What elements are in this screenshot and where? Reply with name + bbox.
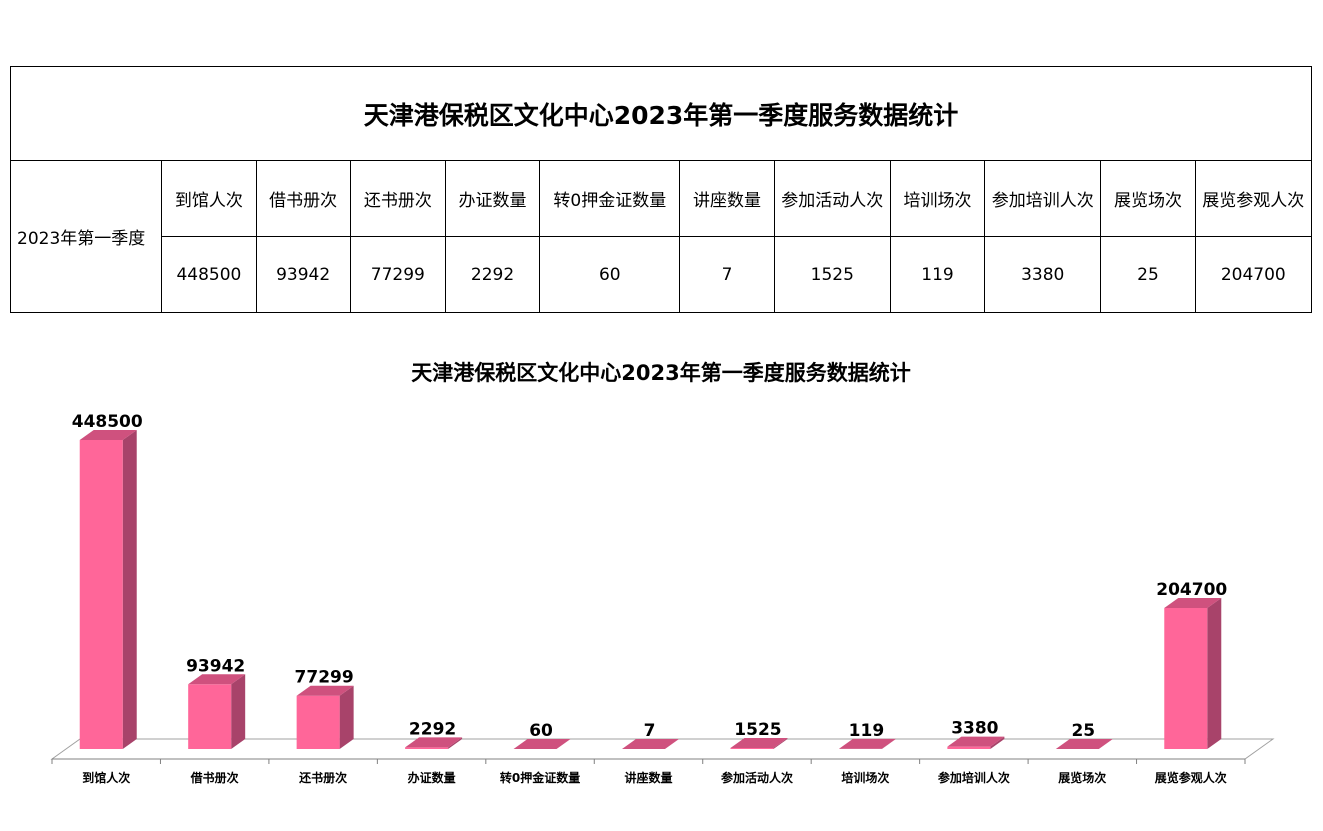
bar-side: [122, 430, 137, 749]
data-label: 2292: [409, 719, 456, 739]
header-cell: 培训场次: [889, 160, 986, 237]
bar-top: [405, 737, 463, 748]
header-cell: 转0押金证数量: [539, 160, 681, 237]
value-cell: 7: [679, 236, 775, 313]
value-cell: 448500: [161, 236, 257, 313]
bar: [730, 737, 788, 749]
bar: [1055, 738, 1113, 749]
header-cell: 参加培训人次: [984, 160, 1102, 237]
data-label: 77299: [295, 668, 354, 688]
category-label: 借书册次: [190, 770, 239, 785]
bar: [622, 738, 679, 749]
period-label: 2023年第一季度: [9, 160, 163, 313]
category-label: 参加培训人次: [938, 770, 1010, 785]
data-label: 1525: [734, 720, 781, 740]
bar: [947, 736, 1005, 749]
bar-top: [188, 674, 246, 685]
data-table: 天津港保税区文化中心2023年第一季度服务数据统计 2023年第一季度 到馆人次…: [9, 66, 1313, 313]
bar-top: [730, 737, 788, 748]
bar: [838, 738, 896, 749]
value-cell: 60: [539, 236, 681, 313]
category-label: 还书册次: [298, 770, 347, 785]
value-cell: 204700: [1194, 236, 1313, 313]
bar: [296, 685, 354, 749]
bar: [405, 737, 463, 749]
value-cell: 25: [1100, 236, 1196, 313]
bar-front: [947, 746, 991, 749]
bar-front: [405, 747, 449, 749]
data-label: 448500: [72, 412, 143, 432]
bar: [513, 738, 571, 749]
value-cell: 119: [889, 236, 986, 313]
category-label: 办证数量: [408, 770, 456, 785]
bar-side: [339, 685, 354, 749]
bar-top: [79, 430, 137, 440]
bar-front: [188, 684, 232, 749]
data-label: 60: [529, 721, 553, 741]
header-cell: 还书册次: [349, 160, 446, 237]
category-label: 参加活动人次: [721, 770, 793, 785]
category-labels-group: 到馆人次 借书册次 还书册次 办证数量 转0押金证数量 讲座数量 参加活动人次 培训场次 参加培…: [82, 770, 1227, 785]
bar-top: [513, 738, 571, 749]
bar-side: [881, 738, 896, 749]
header-cell: 展览参观人次: [1194, 160, 1313, 237]
chart-title: 天津港保税区文化中心2023年第一季度服务数据统计: [411, 361, 910, 385]
bar-side: [665, 738, 679, 749]
category-label: 展览场次: [1058, 770, 1106, 785]
bar-side: [1207, 597, 1222, 749]
category-label: 展览参观人次: [1155, 770, 1227, 785]
header-cell: 到馆人次: [161, 160, 257, 237]
bar-top: [947, 736, 1005, 747]
bar-side: [1098, 738, 1113, 749]
header-cell: 讲座数量: [679, 160, 775, 237]
bar: [1164, 597, 1222, 749]
bar-top: [838, 738, 896, 749]
table-header-row: 2023年第一季度 到馆人次 借书册次 还书册次 办证数量 转0押金证数量 讲座数量 参加活…: [9, 160, 1313, 313]
header-cell: 借书册次: [255, 160, 351, 237]
bar-side: [990, 736, 1005, 749]
bar: [79, 430, 137, 749]
data-label: 3380: [951, 719, 998, 739]
data-label: 204700: [1156, 580, 1227, 600]
data-labels-group: 448500 93942 77299 2292 60 7 1525 119 3380 25 2047…: [72, 412, 1228, 741]
data-label: 93942: [186, 656, 245, 676]
data-table-region: 天津港保税区文化中心2023年第一季度服务数据统计 2023年第一季度 到馆人次…: [9, 66, 1313, 313]
bar-top: [296, 685, 354, 696]
bar: [188, 674, 246, 749]
bar-front: [730, 747, 774, 749]
bar-top: [1055, 738, 1113, 749]
bar-side: [448, 737, 463, 749]
bar-side: [773, 737, 788, 749]
header-cell: 展览场次: [1100, 160, 1196, 237]
header-cell: 办证数量: [444, 160, 541, 237]
value-cell: 2292: [444, 236, 541, 313]
data-label: 119: [849, 721, 885, 741]
bar-top: [1164, 597, 1222, 608]
value-cell: 1525: [773, 236, 891, 313]
value-cell: 93942: [255, 236, 351, 313]
header-cell: 参加活动人次: [773, 160, 891, 237]
value-cell: 3380: [984, 236, 1102, 313]
bars-group: [79, 430, 1222, 749]
table-title: 天津港保税区文化中心2023年第一季度服务数据统计: [10, 66, 1312, 161]
bar-front: [79, 440, 123, 749]
category-label: 转0押金证数量: [500, 770, 580, 785]
bar-chart: 天津港保税区文化中心2023年第一季度服务数据统计 448500 93942 772…: [50, 361, 1275, 785]
bar-front: [1164, 607, 1208, 749]
bar-side: [231, 674, 246, 749]
bar-side: [556, 738, 571, 749]
category-label: 讲座数量: [624, 770, 672, 785]
data-label: 7: [644, 721, 656, 741]
data-label: 25: [1071, 721, 1095, 741]
category-label: 培训场次: [841, 770, 889, 785]
bar-top: [622, 738, 679, 749]
bar-front: [296, 695, 340, 749]
category-label: 到馆人次: [82, 770, 130, 785]
value-cell: 77299: [349, 236, 446, 313]
table-value-row: 448500 93942 77299 2292 60 7 1525 119 3380 25 2047…: [11, 236, 1313, 313]
